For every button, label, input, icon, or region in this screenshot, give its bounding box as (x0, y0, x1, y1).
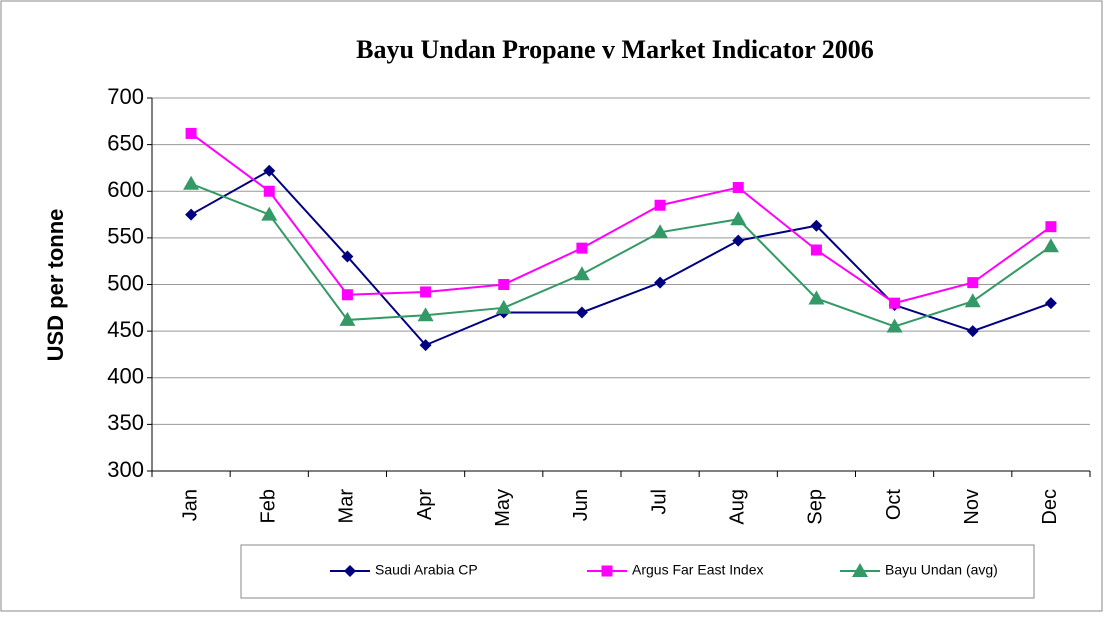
marker (852, 563, 868, 577)
chart-title: Bayu Undan Propane v Market Indicator 20… (356, 35, 874, 64)
marker (808, 290, 825, 305)
legend (240, 544, 1035, 599)
marker (1045, 221, 1057, 233)
x-tick-label: Jan (179, 489, 201, 521)
y-tick-label: 350 (107, 410, 144, 435)
marker (261, 206, 278, 221)
x-tick-label: Jun (570, 489, 592, 521)
legend-label: Saudi Arabia CP (375, 562, 478, 578)
x-tick-label: Dec (1039, 489, 1061, 525)
marker (601, 565, 613, 577)
y-tick-label: 400 (107, 364, 144, 389)
marker (732, 234, 745, 247)
legend-label: Argus Far East Index (632, 562, 764, 578)
series-line (190, 182, 1052, 328)
marker (576, 242, 588, 254)
marker (420, 286, 432, 298)
x-tick-label: Sep (805, 489, 827, 525)
marker (498, 279, 510, 290)
marker (263, 185, 275, 197)
marker (185, 208, 198, 221)
x-tick-label: Nov (961, 489, 983, 525)
x-tick-label: Aug (727, 489, 749, 525)
marker (810, 219, 823, 232)
marker (967, 277, 979, 289)
marker (419, 339, 432, 352)
marker (185, 127, 197, 139)
y-tick-label: 450 (107, 317, 144, 342)
x-tick-label: Feb (258, 489, 280, 523)
marker (886, 318, 903, 333)
marker (652, 224, 669, 239)
marker (183, 175, 200, 190)
x-tick-label: Apr (414, 489, 436, 520)
marker (732, 182, 744, 194)
marker (575, 306, 588, 319)
y-tick-label: 600 (107, 177, 144, 202)
legend-label: Bayu Undan (avg) (885, 562, 998, 578)
marker (339, 311, 356, 326)
marker (1044, 297, 1057, 310)
marker (341, 289, 353, 301)
marker (1042, 238, 1059, 253)
y-tick-label: 500 (107, 270, 144, 295)
marker (730, 211, 747, 226)
series-line (190, 169, 1052, 347)
y-axis-label: USD per tonne (43, 209, 68, 362)
y-tick-label: 650 (107, 130, 144, 155)
marker (810, 244, 822, 256)
marker (573, 266, 590, 281)
marker (654, 199, 666, 211)
marker (263, 164, 276, 177)
y-tick-label: 700 (107, 84, 144, 109)
marker (495, 299, 512, 314)
marker (889, 297, 901, 309)
y-tick-label: 300 (107, 457, 144, 482)
x-tick-label: Jul (648, 489, 670, 515)
x-tick-label: Mar (336, 489, 358, 524)
marker (341, 250, 354, 263)
marker (966, 325, 979, 338)
x-tick-label: May (492, 489, 514, 527)
marker (344, 565, 356, 577)
x-tick-label: Oct (883, 489, 905, 521)
marker (417, 307, 434, 322)
y-tick-label: 550 (107, 224, 144, 249)
series-line (190, 132, 1052, 305)
marker (654, 276, 667, 289)
marker (964, 293, 981, 308)
